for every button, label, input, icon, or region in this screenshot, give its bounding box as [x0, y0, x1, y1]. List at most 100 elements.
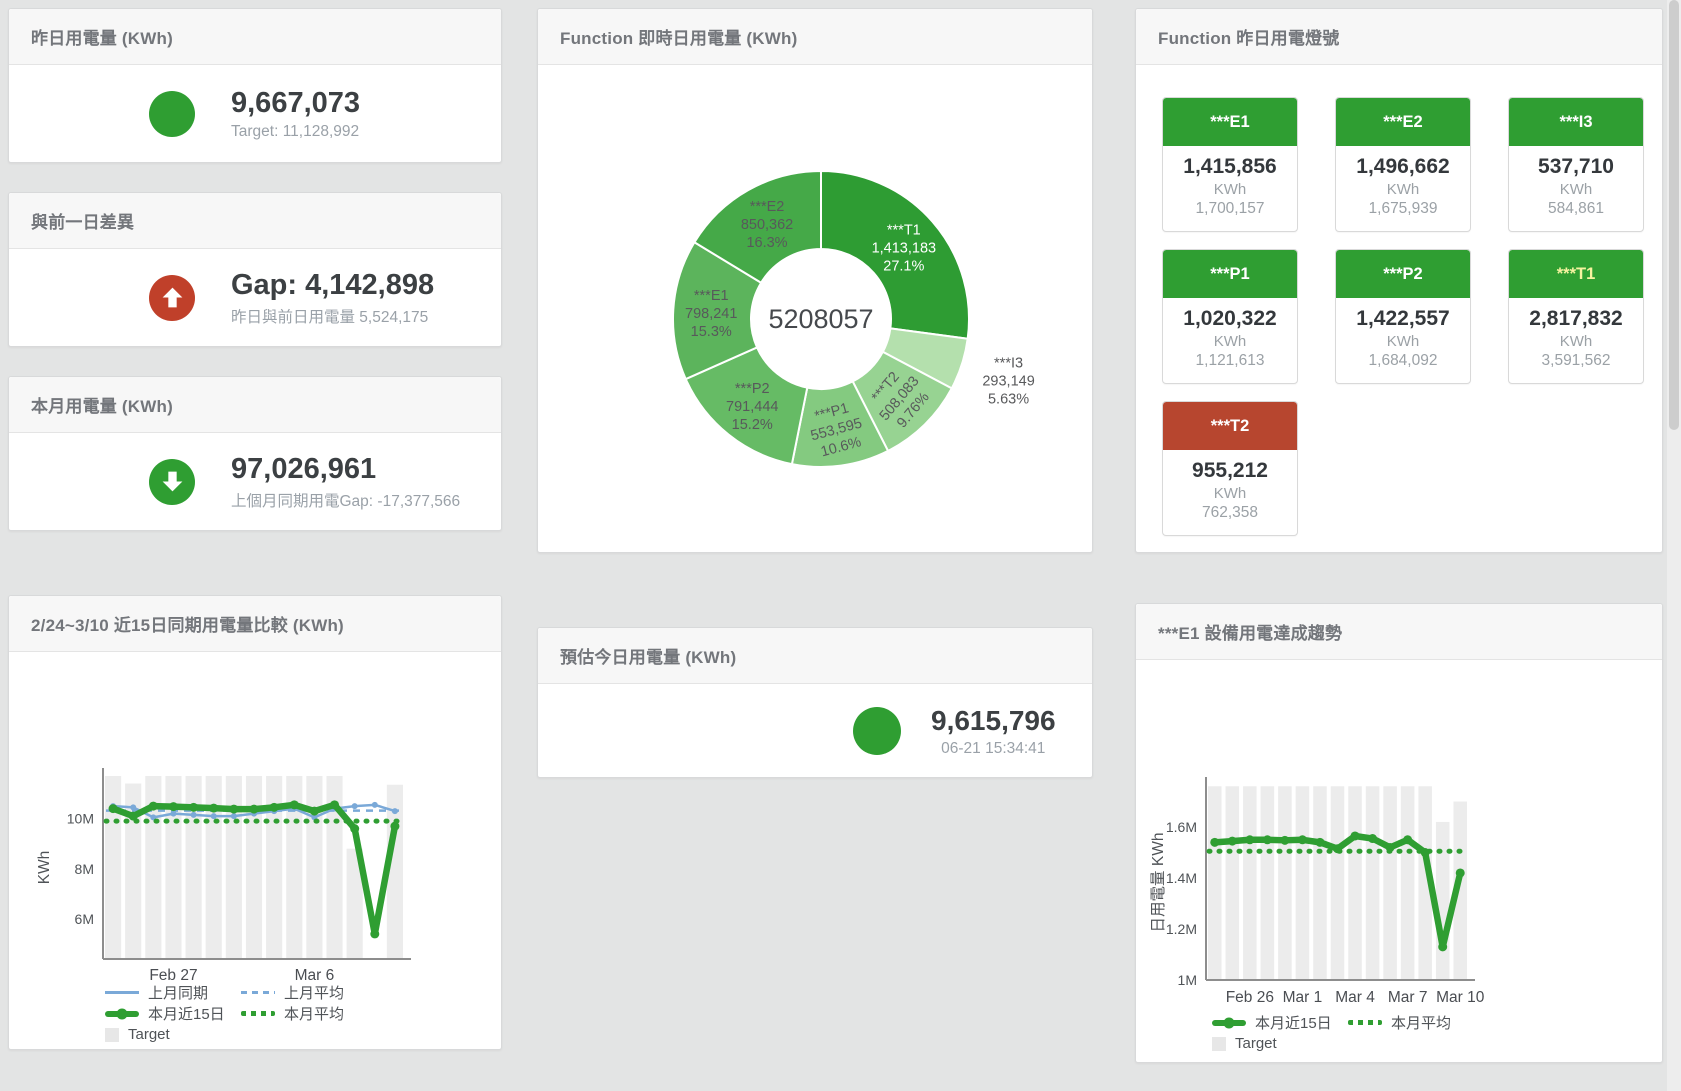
tile-unit: KWh [1559, 181, 1593, 198]
svg-text:1M: 1M [1178, 972, 1197, 988]
stat-subtext: 上個月同期用電Gap: -17,377,566 [231, 492, 461, 510]
svg-text:Mar 10: Mar 10 [1436, 989, 1485, 1006]
scrollbar-thumb[interactable] [1669, 0, 1679, 430]
legend-item-上月平均[interactable]: 上月平均 [241, 982, 377, 1003]
panel-header: ***E1 設備用電達成趨勢 [1136, 604, 1662, 660]
realtime-donut-chart: ***T1 1,413,183 27.1%***I3 293,149 5.63%***T… [672, 169, 1035, 468]
panel-title: Function 即時日用電量 (KWh) [560, 29, 798, 48]
svg-text:10M: 10M [67, 811, 94, 827]
panel-yesterday-usage: 昨日用電量 (KWh) 9,667,073 Target: 11,128,992 [8, 8, 502, 163]
panel-day-gap: 與前一日差異 Gap: 4,142,898 昨日與前日用電量 5,524,175 [8, 192, 502, 347]
svg-text:Mar 7: Mar 7 [1388, 989, 1428, 1006]
legend-label: 本月近15日 [1255, 1015, 1332, 1032]
panel-title: 昨日用電量 (KWh) [31, 29, 173, 48]
light-tile-I3: ***I3 537,710 KWh 584,861 [1508, 97, 1644, 232]
legend-item-Target[interactable]: Target [1212, 1035, 1348, 1052]
arrow-down-icon [162, 471, 182, 492]
tile-unit: KWh [1213, 485, 1247, 502]
tile-target-value: 1,121,613 [1195, 352, 1265, 369]
panel-realtime-donut: Function 即時日用電量 (KWh) ***T1 1,413,183 27.1… [537, 8, 1093, 553]
legend-label: 上月平均 [284, 985, 345, 1002]
stat-row: 9,667,073 Target: 11,128,992 [9, 65, 501, 162]
tile-value: 1,415,856 [1183, 155, 1277, 178]
legend-marker-icon [105, 1027, 119, 1042]
panel-title: Function 昨日用電燈號 [1158, 29, 1340, 48]
page-scrollbar [1667, 0, 1681, 1091]
svg-text:1.6M: 1.6M [1166, 819, 1197, 835]
legend-item-本月近15日[interactable]: 本月近15日 [105, 1003, 241, 1024]
legend-label: Target [1235, 1035, 1277, 1052]
svg-text:8M: 8M [75, 861, 94, 877]
panel-body: 97,026,961 上個月同期用電Gap: -17,377,566 [9, 433, 501, 530]
panel-header: 昨日用電量 (KWh) [9, 9, 501, 65]
svg-text:Mar 1: Mar 1 [1283, 989, 1323, 1006]
svg-text:日用電量 KWh: 日用電量 KWh [1150, 833, 1167, 933]
trend-line-chart: 1M 1.2M 1.4M 1.6M Feb 26 Mar 1 Mar 4 Mar 7 Mar 1… [1150, 777, 1485, 1006]
chart-legend: 本月近15日 本月平均 Target [1212, 1012, 1484, 1054]
svg-text:5208057: 5208057 [768, 304, 873, 334]
svg-text:1.2M: 1.2M [1166, 921, 1197, 937]
tile-value: 955,212 [1192, 459, 1268, 482]
stat-subtext: Target: 11,128,992 [231, 122, 360, 140]
status-circle-green [149, 458, 195, 505]
legend-marker-icon [241, 1011, 275, 1016]
stat-value: 9,615,796 [931, 704, 1056, 736]
stat-row: Gap: 4,142,898 昨日與前日用電量 5,524,175 [9, 249, 501, 346]
compare-line-chart: 6M 8M 10M Feb 27 Mar 6 KWh [36, 768, 411, 984]
panel-header: 2/24~3/10 近15日同期用電量比較 (KWh) [9, 596, 501, 652]
panel-estimate-today: 預估今日用電量 (KWh) 9,615,796 06-21 15:34:41 [537, 627, 1093, 778]
light-tile-P2: ***P2 1,422,557 KWh 1,684,092 [1335, 249, 1471, 384]
panel-header: 預估今日用電量 (KWh) [538, 628, 1092, 684]
svg-text:6M: 6M [75, 911, 94, 927]
light-tile-P1: ***P1 1,020,322 KWh 1,121,613 [1162, 249, 1298, 384]
panel-header: Function 即時日用電量 (KWh) [538, 9, 1092, 65]
svg-text:Mar 4: Mar 4 [1335, 989, 1375, 1006]
svg-text:Feb 26: Feb 26 [1226, 989, 1274, 1006]
stat-timestamp: 06-21 15:34:41 [941, 739, 1046, 757]
light-tile-T2: ***T2 955,212 KWh 762,358 [1162, 401, 1298, 536]
legend-label: 上月同期 [148, 985, 209, 1002]
tile-value: 1,020,322 [1183, 307, 1277, 330]
panel-e1-trend: ***E1 設備用電達成趨勢 1M 1.2M 1.4M 1.6M Feb 26 Mar 1… [1135, 603, 1663, 1063]
tile-header: ***T2 [1163, 402, 1297, 450]
svg-text:1.4M: 1.4M [1166, 870, 1197, 886]
tile-header: ***T1 [1509, 250, 1643, 298]
light-tile-E2: ***E2 1,496,662 KWh 1,675,939 [1335, 97, 1471, 232]
tile-target-value: 584,861 [1547, 200, 1605, 217]
tile-header: ***E1 [1163, 98, 1297, 146]
light-tile-T1: ***T1 2,817,832 KWh 3,591,562 [1508, 249, 1644, 384]
legend-item-本月平均[interactable]: 本月平均 [241, 1003, 377, 1024]
panel-body: ***T1 1,413,183 27.1% ***I3 293,149 5.63% ***T… [538, 65, 1092, 552]
tile-target-value: 3,591,562 [1541, 352, 1611, 369]
lights-grid: ***E1 1,415,856 KWh 1,700,157 ***E2 1,496,662… [1136, 65, 1662, 536]
legend-item-本月近15日[interactable]: 本月近15日 [1212, 1012, 1348, 1033]
legend-item-本月平均[interactable]: 本月平均 [1348, 1012, 1484, 1033]
legend-marker-icon [1212, 1019, 1246, 1026]
tile-header: ***P1 [1163, 250, 1297, 298]
legend-marker-icon [1348, 1020, 1382, 1025]
legend-item-Target[interactable]: Target [105, 1026, 241, 1043]
light-tile-E1: ***E1 1,415,856 KWh 1,700,157 [1162, 97, 1298, 232]
status-circle-red [149, 274, 195, 321]
panel-header: 本月用電量 (KWh) [9, 377, 501, 433]
tile-target-value: 1,700,157 [1195, 200, 1265, 217]
panel-title: 2/24~3/10 近15日同期用電量比較 (KWh) [31, 616, 344, 635]
panel-yesterday-lights: Function 昨日用電燈號 ***E1 1,415,856 KWh 1,700,1… [1135, 8, 1663, 553]
legend-item-上月同期[interactable]: 上月同期 [105, 982, 241, 1003]
legend-marker-icon [1212, 1036, 1226, 1051]
tile-value: 1,496,662 [1356, 155, 1450, 178]
chart-legend: 上月同期 上月平均本月近15日 本月平均 Target [105, 982, 377, 1045]
panel-body: 1M 1.2M 1.4M 1.6M Feb 26 Mar 1 Mar 4 Mar 7 Mar 1… [1136, 660, 1662, 1062]
stat-row: 9,615,796 06-21 15:34:41 [538, 684, 1092, 777]
stat-value: Gap: 4,142,898 [231, 268, 435, 301]
stat-subtext: 昨日與前日用電量 5,524,175 [231, 308, 429, 326]
legend-marker-icon [105, 1010, 139, 1017]
tile-unit: KWh [1213, 181, 1247, 198]
panel-body: ***E1 1,415,856 KWh 1,700,157 ***E2 1,496,662… [1136, 65, 1662, 552]
panel-title: ***E1 設備用電達成趨勢 [1158, 624, 1343, 643]
